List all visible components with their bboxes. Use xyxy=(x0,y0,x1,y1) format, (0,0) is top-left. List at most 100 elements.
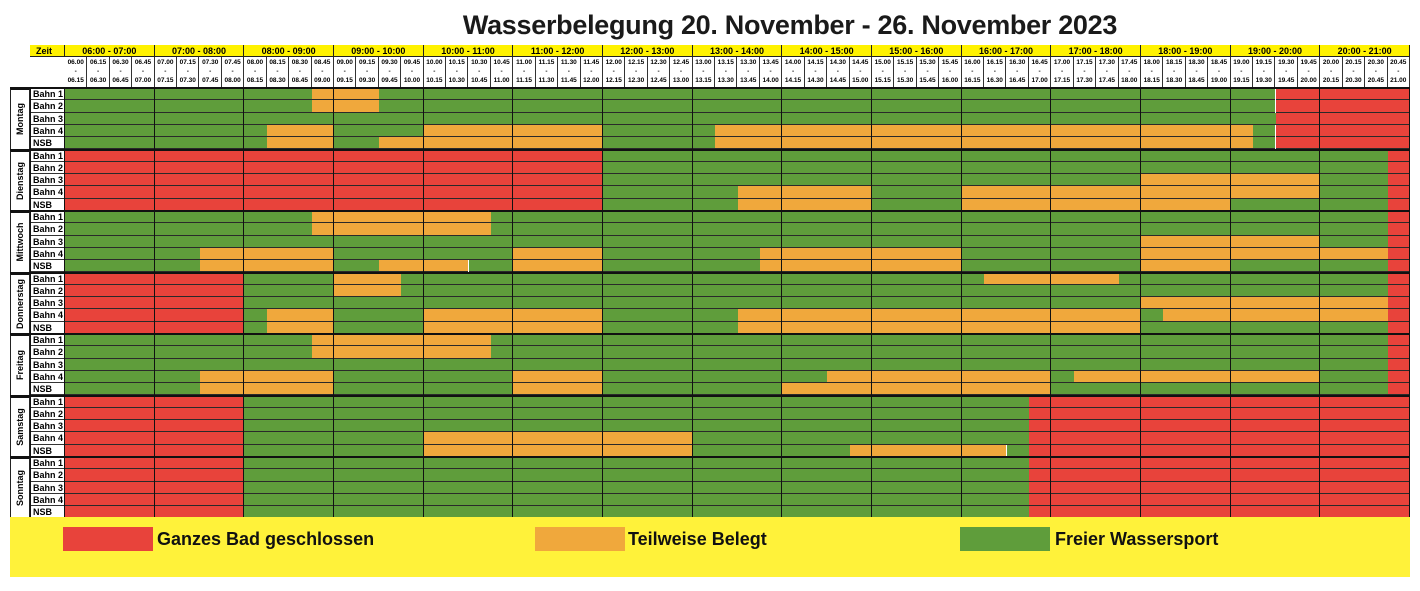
slot-from: 13.45 xyxy=(762,59,779,66)
occupancy-frei xyxy=(1051,370,1074,384)
slot-header: 18.00 - 18.15 xyxy=(1141,57,1164,88)
lane-label: Bahn 1 xyxy=(30,457,65,470)
slot-separator: - xyxy=(657,68,660,75)
slot-to: 20.30 xyxy=(1345,77,1362,84)
hour-header: 13:00 - 14:00 xyxy=(692,45,783,57)
day-name: Samstag xyxy=(15,407,25,446)
occupancy-geschlossen xyxy=(65,186,603,199)
slot-to: 08.00 xyxy=(224,77,241,84)
occupancy-frei xyxy=(603,370,828,384)
occupancy-geschlossen xyxy=(1387,174,1410,187)
slot-from: 15.30 xyxy=(919,59,936,66)
day-divider xyxy=(10,148,1410,151)
occupancy-teilweise xyxy=(1141,235,1321,248)
occupancy-geschlossen xyxy=(1387,358,1410,371)
occupancy-frei xyxy=(244,297,1141,310)
occupancy-geschlossen xyxy=(65,469,245,482)
slot-from: 07.00 xyxy=(157,59,174,66)
slot-from: 16.30 xyxy=(1009,59,1026,66)
slot-to: 08.30 xyxy=(269,77,286,84)
slot-from: 07.45 xyxy=(224,59,241,66)
slot-from: 06.45 xyxy=(134,59,152,66)
slot-from: 17.15 xyxy=(1076,59,1093,66)
slot-header: 11.45 - 12.00 xyxy=(580,57,603,88)
slot-from: 11.00 xyxy=(516,59,532,66)
slot-from: 08.45 xyxy=(314,59,331,66)
slot-header: 08.30 - 08.45 xyxy=(289,57,312,88)
day-name: Mittwoch xyxy=(15,222,25,262)
hour-divider xyxy=(243,88,245,519)
lane-label: Bahn 1 xyxy=(30,334,65,347)
hour-header: 15:00 - 16:00 xyxy=(872,45,962,57)
slot-to: 10.45 xyxy=(471,77,488,84)
day-divider xyxy=(10,87,1410,89)
legend-swatch-frei xyxy=(960,527,1050,551)
occupancy-frei xyxy=(65,124,267,138)
slot-from: 11.30 xyxy=(560,59,577,66)
occupancy-frei xyxy=(65,346,312,359)
occupancy-frei xyxy=(401,284,1388,298)
occupancy-frei xyxy=(65,88,312,101)
day-label: Sonntag xyxy=(10,457,30,519)
slot-to: 19.30 xyxy=(1255,77,1272,84)
lane-label: Bahn 3 xyxy=(30,420,65,433)
slot-separator: - xyxy=(590,68,593,75)
occupancy-geschlossen xyxy=(1387,370,1410,384)
slot-to: 11.45 xyxy=(560,77,577,84)
slot-to: 15.15 xyxy=(874,77,891,84)
slot-from: 09.00 xyxy=(336,59,353,66)
slot-separator: - xyxy=(791,68,795,75)
slot-from: 11.15 xyxy=(538,59,555,66)
slot-separator: - xyxy=(119,68,122,75)
slot-from: 17.30 xyxy=(1098,59,1115,66)
day-label: Mittwoch xyxy=(10,211,30,273)
occupancy-teilweise xyxy=(759,247,962,261)
slot-separator: - xyxy=(1240,68,1243,75)
occupancy-frei xyxy=(1320,186,1388,199)
slot-header: 07.30 - 07.45 xyxy=(199,57,222,88)
occupancy-teilweise xyxy=(266,124,334,138)
occupancy-teilweise xyxy=(1141,247,1388,261)
slot-header: 14.30 - 14.45 xyxy=(827,57,850,88)
occupancy-frei xyxy=(490,334,1388,347)
occupancy-teilweise xyxy=(984,272,1119,285)
slot-header: 15.00 - 15.15 xyxy=(872,57,895,88)
slot-from: 18.45 xyxy=(1210,59,1228,66)
occupancy-frei xyxy=(1118,272,1388,285)
slot-from: 20.15 xyxy=(1345,59,1362,66)
day-name: Donnerstag xyxy=(15,278,25,329)
slot-to: 14.30 xyxy=(807,77,824,84)
occupancy-geschlossen xyxy=(1387,346,1410,359)
occupancy-teilweise xyxy=(334,284,402,298)
slot-separator: - xyxy=(1038,68,1041,75)
slot-header: 20.00 - 20.15 xyxy=(1320,57,1343,88)
occupancy-teilweise xyxy=(715,124,1254,138)
slot-from: 16.00 xyxy=(964,59,981,66)
hour-header: 09:00 - 10:00 xyxy=(334,45,424,57)
slot-header: 14.45 - 15.00 xyxy=(849,57,872,88)
occupancy-geschlossen xyxy=(65,309,245,322)
occupancy-frei xyxy=(1253,124,1276,138)
hour-divider xyxy=(871,88,872,519)
slot-header: 16.45 - 17.00 xyxy=(1028,57,1052,88)
lane-label: Bahn 2 xyxy=(30,100,65,113)
occupancy-geschlossen xyxy=(65,493,245,507)
occupancy-teilweise xyxy=(1073,370,1321,384)
day-label: Montag xyxy=(10,88,30,150)
occupancy-teilweise xyxy=(737,186,872,199)
slot-to: 12.45 xyxy=(650,77,667,84)
occupancy-frei xyxy=(244,481,1029,494)
occupancy-frei xyxy=(65,370,200,384)
slot-separator: - xyxy=(366,68,369,75)
slot-to: 13.00 xyxy=(672,77,690,84)
slot-header: 19.45 - 20.00 xyxy=(1297,57,1321,88)
slot-separator: - xyxy=(769,68,772,75)
occupancy-frei xyxy=(1141,309,1164,322)
occupancy-geschlossen xyxy=(1275,112,1410,125)
slot-header: 12.30 - 12.45 xyxy=(647,57,671,88)
slot-to: 06.30 xyxy=(89,77,107,84)
lane-label: Bahn 3 xyxy=(30,297,65,310)
slot-from: 12.15 xyxy=(627,59,645,66)
occupancy-geschlossen xyxy=(1028,420,1410,433)
occupancy-geschlossen xyxy=(1387,284,1410,298)
